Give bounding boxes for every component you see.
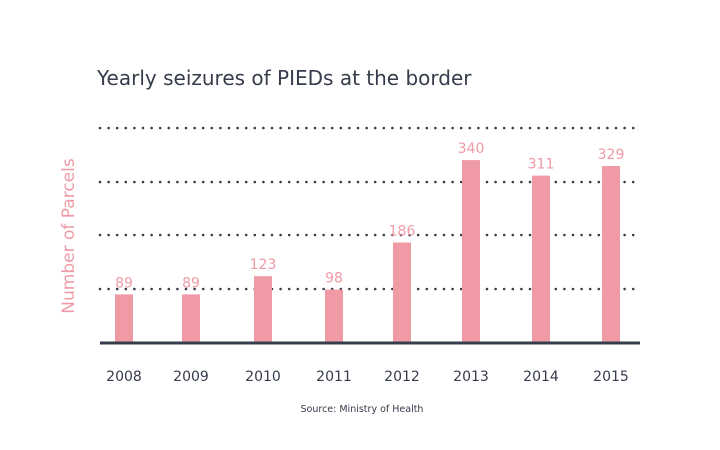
- x-tick-2013: 2013: [453, 369, 489, 385]
- gridlines: [98, 126, 642, 291]
- data-label-2015: 329: [598, 147, 625, 163]
- bar-2012: [393, 242, 411, 342]
- bar-2013: [462, 160, 480, 342]
- x-tick-2014: 2014: [523, 369, 559, 385]
- bar-2011: [325, 289, 343, 342]
- x-tick-2012: 2012: [384, 369, 420, 385]
- bar-2009: [182, 294, 200, 342]
- bar-2010: [254, 276, 272, 342]
- data-label-2012: 186: [389, 223, 416, 239]
- x-tick-2008: 2008: [106, 369, 142, 385]
- bar-2014: [532, 175, 550, 342]
- data-label-2008: 89: [115, 275, 133, 291]
- data-label-2013: 340: [458, 141, 485, 157]
- data-label-2014: 311: [528, 157, 555, 173]
- x-tick-labels: 2008 2009 2010 2011 2012 2013 2014 2015: [106, 369, 629, 385]
- x-tick-2011: 2011: [316, 369, 352, 385]
- x-tick-2015: 2015: [593, 369, 629, 385]
- data-labels: 89 89 123 98 186 340 311 329: [115, 141, 624, 291]
- data-label-2010: 123: [250, 257, 277, 273]
- y-axis-label: Number of Parcels: [59, 158, 79, 314]
- chart-title: Yearly seizures of PIEDs at the border: [96, 66, 472, 90]
- bar-2015: [602, 165, 620, 342]
- data-label-2011: 98: [325, 271, 343, 287]
- source-note: Source: Ministry of Health: [301, 404, 424, 415]
- x-tick-2010: 2010: [245, 369, 281, 385]
- data-label-2009: 89: [182, 275, 200, 291]
- bars: [115, 160, 620, 342]
- x-tick-2009: 2009: [173, 369, 209, 385]
- bar-2008: [115, 294, 133, 342]
